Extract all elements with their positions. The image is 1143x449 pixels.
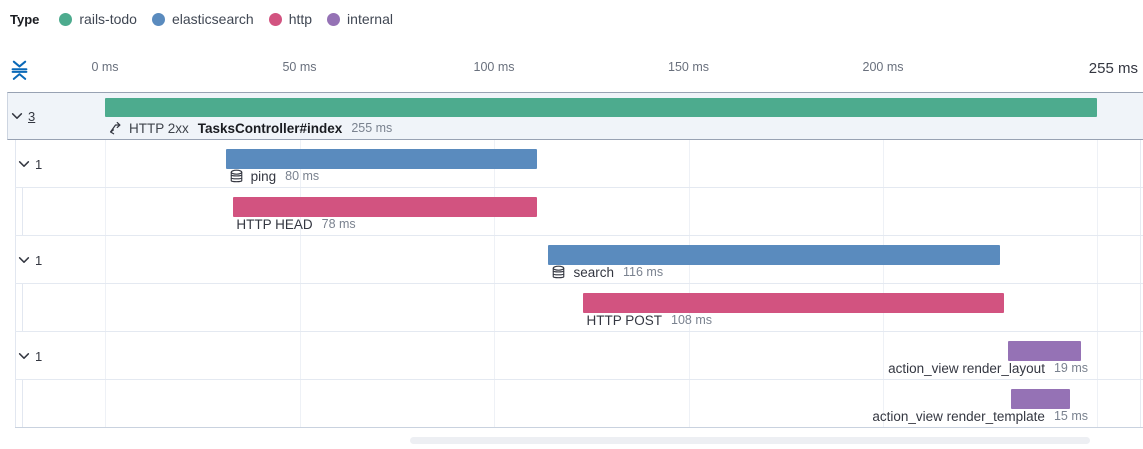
legend-dot-internal [327, 12, 341, 26]
indent-guide [22, 284, 23, 332]
legend-label: rails-todo [79, 11, 137, 27]
span-label-span-render-layout: action_view render_layout 19 ms [888, 359, 1088, 377]
axis-tick-label: 200 ms [862, 60, 904, 74]
waterfall-row-span-http-post: HTTP POST 108 ms [0, 284, 1143, 332]
span-label-span-http-post: HTTP POST 108 ms [586, 311, 712, 329]
accordion-toggle-span-ping[interactable]: 1 [17, 140, 42, 188]
collapse-timeline-button[interactable] [10, 56, 34, 84]
legend-title: Type [10, 11, 40, 27]
database-icon [229, 169, 244, 184]
span-name: HTTP HEAD [236, 216, 313, 232]
chevron-down-icon [17, 253, 31, 267]
span-label-span-search: search 116 ms [551, 263, 663, 281]
child-count: 1 [35, 348, 43, 364]
span-name: TasksController#index [197, 120, 343, 136]
type-legend: Type rails-todo elasticsearch http internal [10, 8, 408, 30]
span-bar-transaction[interactable] [105, 98, 1097, 117]
waterfall-row-span-http-head: HTTP HEAD 78 ms [0, 188, 1143, 236]
chevron-down-icon [17, 157, 31, 171]
row-separator [15, 235, 1143, 236]
indent-guide [22, 380, 23, 428]
child-count: 1 [35, 252, 43, 268]
span-duration: 19 ms [1053, 361, 1088, 375]
accordion-toggle-span-search[interactable]: 1 [17, 236, 42, 284]
axis-tick-label: 0 ms [91, 60, 119, 74]
indent-guide [15, 188, 16, 236]
legend-item-internal[interactable]: internal [327, 11, 393, 27]
horizontal-scrollbar[interactable] [410, 437, 1090, 444]
legend-dot-rails-todo [59, 12, 73, 26]
indent-guide [15, 140, 16, 188]
accordion-toggle-span-render-layout[interactable]: 1 [17, 332, 42, 380]
legend-dot-http [268, 12, 282, 26]
legend-label: http [288, 11, 313, 27]
span-bar-span-http-head[interactable] [233, 197, 537, 217]
axis-tick-label: 50 ms [282, 60, 317, 74]
waterfall-row-span-search: 1 search 116 ms [0, 236, 1143, 284]
span-duration: 108 ms [671, 313, 712, 327]
axis-tick-label: 100 ms [473, 60, 515, 74]
accordion-toggle-transaction[interactable]: 3 [10, 92, 35, 140]
span-bar-span-search[interactable] [548, 245, 1000, 265]
span-duration: 15 ms [1053, 409, 1088, 423]
axis-end-tick-label: 255 ms [1088, 60, 1138, 77]
axis-tick-label: 150 ms [668, 60, 710, 74]
indent-guide [15, 332, 16, 380]
span-bar-span-http-post[interactable] [583, 293, 1004, 313]
span-duration: 255 ms [351, 121, 393, 135]
database-icon [551, 265, 566, 280]
indent-guide [15, 236, 16, 284]
chevron-down-icon [10, 109, 24, 123]
span-name: search [573, 264, 614, 280]
chart-bottom-border [15, 427, 1143, 428]
child-count: 1 [35, 156, 43, 172]
child-count: 3 [28, 108, 36, 124]
span-name: action_view render_layout [888, 360, 1045, 376]
indent-guide [15, 284, 16, 332]
indent-guide [15, 380, 16, 428]
span-name: HTTP POST [586, 312, 662, 328]
indent-guide [22, 188, 23, 236]
legend-item-http[interactable]: http [268, 11, 313, 27]
legend-item-elasticsearch[interactable]: elasticsearch [151, 11, 254, 27]
span-name: action_view render_template [872, 408, 1045, 424]
legend-dot-elasticsearch [151, 12, 165, 26]
row-separator [15, 283, 1143, 284]
span-label-transaction: HTTP 2xx TasksController#index 255 ms [108, 119, 392, 137]
span-duration: 116 ms [623, 265, 664, 279]
span-label-span-http-head: HTTP HEAD 78 ms [236, 215, 355, 233]
row-separator [15, 187, 1143, 188]
span-bar-span-render-layout[interactable] [1007, 341, 1082, 361]
span-bar-span-render-template[interactable] [1011, 389, 1070, 409]
chevron-down-icon [17, 349, 31, 363]
chart-right-border [1140, 92, 1141, 428]
transaction-icon [108, 121, 122, 135]
span-label-span-ping: ping 80 ms [229, 167, 320, 185]
legend-label: elasticsearch [171, 11, 254, 27]
span-duration: 80 ms [285, 169, 320, 183]
legend-item-rails-todo[interactable]: rails-todo [59, 11, 137, 27]
fold-vertical-icon [10, 59, 34, 81]
span-name: ping [250, 168, 277, 184]
span-bar-span-ping[interactable] [225, 149, 537, 169]
waterfall-row-span-render-template: action_view render_template 15 ms [0, 380, 1143, 428]
span-label-span-render-template: action_view render_template 15 ms [872, 407, 1088, 425]
waterfall-row-span-ping: 1 ping 80 ms [0, 140, 1143, 188]
span-result-prefix: HTTP 2xx [129, 120, 189, 136]
waterfall-row-span-render-layout: 1 action_view render_layout 19 ms [0, 332, 1143, 380]
row-separator [15, 331, 1143, 332]
legend-label: internal [347, 11, 393, 27]
span-duration: 78 ms [321, 217, 356, 231]
waterfall-row-transaction: 3 HTTP 2xx TasksController#index 255 ms [0, 92, 1143, 140]
row-separator [15, 379, 1143, 380]
